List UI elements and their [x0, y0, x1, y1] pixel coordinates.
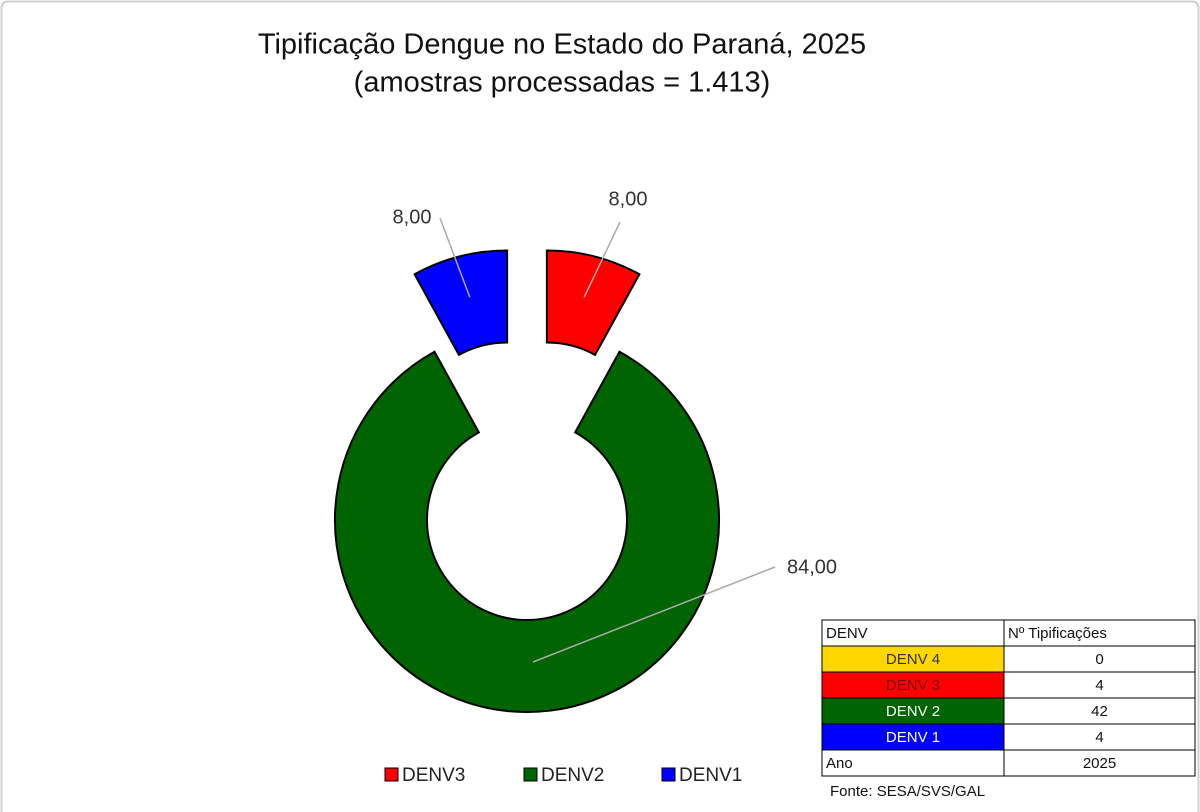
- value-label: 8,00: [393, 206, 432, 228]
- legend-swatch: [523, 767, 538, 782]
- table-cell: [1003, 671, 1196, 699]
- table-cell: [1003, 645, 1196, 673]
- table-cell-text: 2025: [1083, 755, 1116, 772]
- table-cell: [1003, 723, 1196, 751]
- table-cell-text: 4: [1095, 729, 1103, 746]
- donut-slice: [545, 249, 641, 357]
- table-cell: [1003, 749, 1196, 777]
- table-header: [821, 619, 1196, 647]
- value-label: 84,00: [787, 556, 837, 578]
- table-cell-text: DENV 3: [886, 677, 940, 694]
- table-cell: [1003, 697, 1196, 725]
- table-cell-text: 4: [1095, 677, 1103, 694]
- table-cell-text: DENV 1: [886, 729, 940, 746]
- table-cell-text: DENV 2: [886, 703, 940, 720]
- legend-label: DENV1: [679, 765, 742, 786]
- table-cell-text: 0: [1095, 651, 1103, 668]
- table-cell-text: 42: [1091, 703, 1108, 720]
- value-label: 8,00: [609, 188, 648, 210]
- legend-swatch: [384, 767, 399, 782]
- donut-slice: [413, 249, 509, 357]
- chart-title: Tipificação Dengue no Estado do Paraná, …: [258, 29, 866, 61]
- table-cell-text: DENV 4: [886, 651, 940, 668]
- leader-line: [439, 217, 471, 298]
- leader-line: [583, 221, 621, 298]
- table-header-cell: DENV: [826, 625, 868, 642]
- leader-line: [532, 566, 776, 663]
- source: Fonte: SESA/SVS/GAL: [830, 783, 985, 800]
- table-cell-text: Ano: [826, 755, 853, 772]
- legend-swatch: [661, 767, 676, 782]
- legend-label: DENV3: [402, 765, 465, 786]
- chart-subtitle: (amostras processadas = 1.413): [354, 67, 771, 99]
- donut-slice: [334, 350, 720, 713]
- table-header-cell: Nº Tipificações: [1008, 625, 1107, 642]
- legend-label: DENV2: [541, 765, 604, 786]
